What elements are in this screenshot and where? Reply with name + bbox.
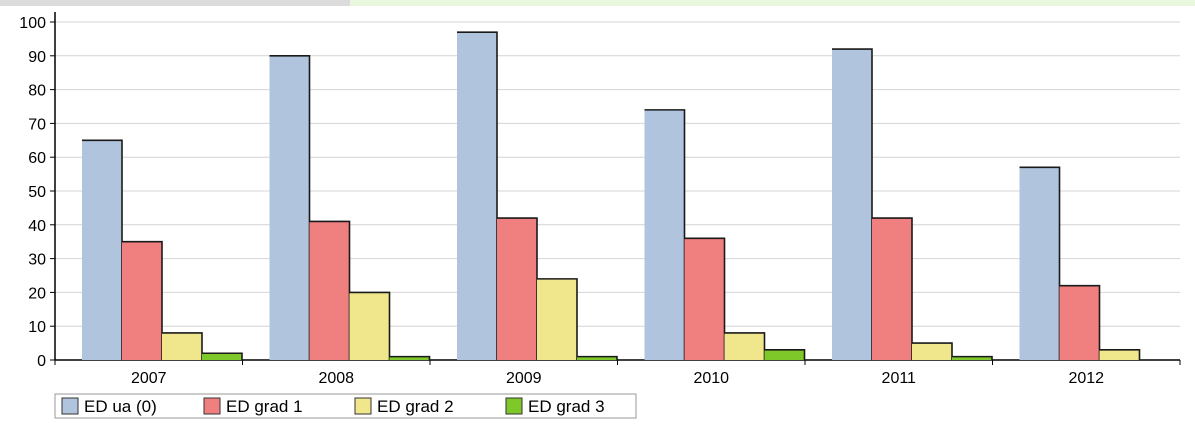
legend-label: ED grad 2: [377, 397, 454, 416]
bar-edge: [684, 237, 726, 360]
y-tick-label: 50: [28, 184, 46, 201]
y-axis-ticks: 0 10 20 30 40 50 60 70 80 90 100: [19, 15, 55, 370]
legend-swatch: [61, 397, 79, 415]
y-tick-label: 30: [28, 252, 46, 269]
bar: [389, 356, 430, 360]
y-tick-label: 0: [37, 353, 46, 370]
bar-edge: [1099, 349, 1141, 360]
bar-edge: [349, 291, 391, 360]
legend: ED ua (0) ED grad 1 ED grad 2 ED grad 3: [54, 393, 637, 419]
bar-edge: [912, 342, 953, 360]
header-segment-green: [350, 0, 1195, 6]
bar: [162, 332, 202, 360]
bar: [537, 278, 577, 360]
bar: [644, 109, 685, 360]
x-tick-label: 2012: [1068, 370, 1104, 387]
bar-edge: [577, 355, 618, 360]
y-tick-label: 40: [28, 218, 46, 235]
x-tick-label: 2007: [131, 370, 167, 387]
x-tick-label: 2010: [693, 370, 729, 387]
bar: [122, 241, 162, 360]
bar: [764, 349, 805, 360]
bar: [684, 238, 725, 360]
legend-label: ED ua (0): [84, 397, 157, 416]
bar: [724, 332, 765, 360]
bar: [1019, 167, 1060, 360]
bar: [912, 343, 952, 360]
top-header-strip: [0, 0, 1195, 6]
legend-swatch: [354, 397, 372, 415]
bar: [1059, 285, 1100, 360]
bar: [1099, 349, 1140, 360]
x-axis-ticks: 2007 2008 2009 2010 2011 2012: [54, 360, 1181, 387]
bar: [872, 218, 912, 360]
legend-swatch: [505, 397, 523, 415]
bar-edge: [202, 352, 243, 360]
y-tick-label: 80: [28, 83, 46, 100]
bar: [952, 356, 992, 360]
bar-edge: [389, 355, 431, 360]
x-tick-label: 2011: [882, 370, 917, 387]
bar-edge: [764, 349, 806, 360]
bar: [309, 221, 350, 360]
bar-edge: [537, 278, 578, 360]
legend-label: ED grad 3: [528, 397, 605, 416]
bar: [457, 32, 497, 360]
gridlines: [55, 21, 1180, 327]
bar: [349, 292, 390, 360]
x-tick-label: 2009: [506, 370, 542, 387]
legend-frame: [54, 393, 637, 419]
bar: [497, 218, 537, 360]
bars: [82, 31, 1141, 361]
bar-edge: [122, 240, 163, 360]
legend-swatch: [203, 397, 221, 415]
legend-label: ED grad 1: [226, 397, 303, 416]
bar-edge: [162, 332, 203, 360]
y-tick-label: 10: [28, 319, 46, 336]
bar-edge: [952, 355, 993, 360]
y-tick-label: 90: [28, 49, 46, 66]
bar: [269, 55, 310, 361]
y-tick-label: 70: [28, 116, 46, 133]
y-tick-label: 20: [28, 285, 46, 302]
bar: [577, 356, 617, 360]
header-segment-gray: [0, 0, 350, 6]
bar: [82, 140, 122, 360]
bar: [202, 353, 242, 360]
bar: [832, 49, 872, 360]
x-tick-label: 2008: [318, 370, 354, 387]
axes: [54, 12, 1180, 361]
y-tick-label: 60: [28, 150, 46, 167]
bar-edge: [872, 217, 913, 360]
bar-edge: [1059, 284, 1101, 360]
y-tick-label: 100: [19, 15, 46, 32]
